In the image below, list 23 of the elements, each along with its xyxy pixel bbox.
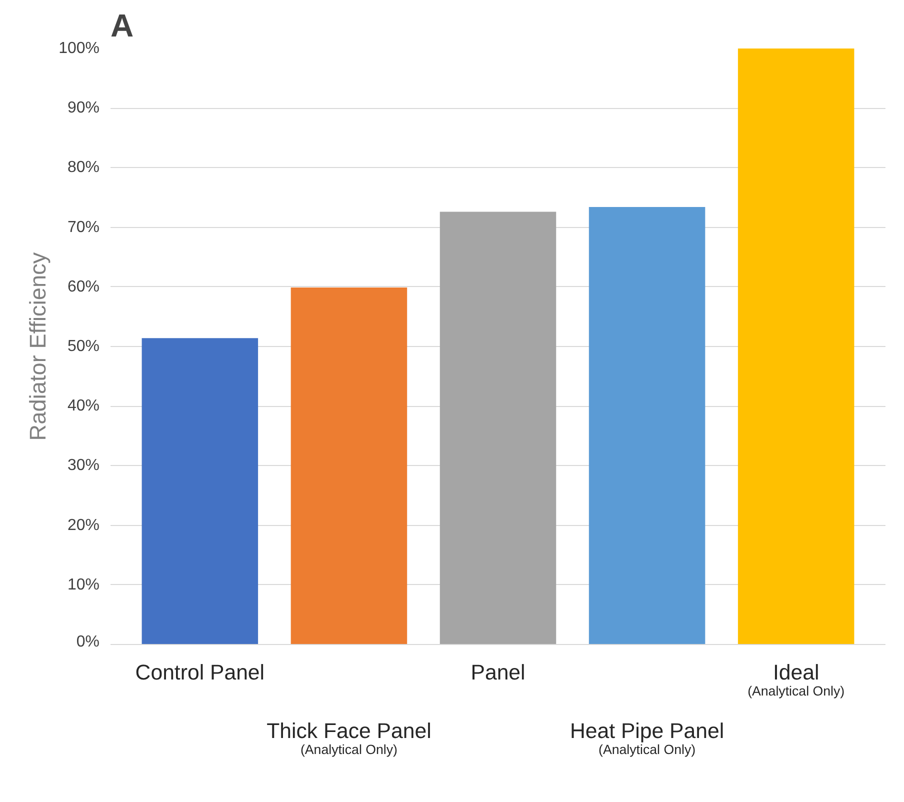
bar [738, 48, 854, 644]
x-tick-label: Panel [470, 660, 526, 684]
y-tick-label: 20% [67, 516, 100, 534]
y-tick-label: 50% [67, 338, 100, 355]
bar [290, 287, 408, 644]
x-tick-label: Thick Face Panel (Analytical Only) [266, 718, 432, 758]
y-tick-label: 60% [67, 278, 100, 296]
y-tick-label: 70% [67, 218, 100, 236]
y-tick-label: 80% [67, 159, 100, 176]
bar [142, 338, 258, 644]
y-tick-label: 0% [76, 634, 100, 650]
x-tick-label: Control Panel [135, 660, 265, 684]
x-tick-label: Ideal (Analytical Only) [748, 660, 845, 699]
y-tick-label: 90% [67, 100, 100, 117]
y-tick-label: 40% [67, 398, 100, 415]
y-tick-label: 30% [67, 457, 100, 474]
bar [440, 212, 556, 644]
text: A [110, 8, 134, 44]
y-tick-label: 100% [58, 40, 100, 57]
bar [588, 207, 706, 644]
x-tick-label: Heat Pipe Panel (Analytical Only) [570, 718, 724, 758]
y-axis-title: Radiator Efficiency [24, 252, 51, 441]
y-tick-label: 10% [67, 576, 100, 594]
